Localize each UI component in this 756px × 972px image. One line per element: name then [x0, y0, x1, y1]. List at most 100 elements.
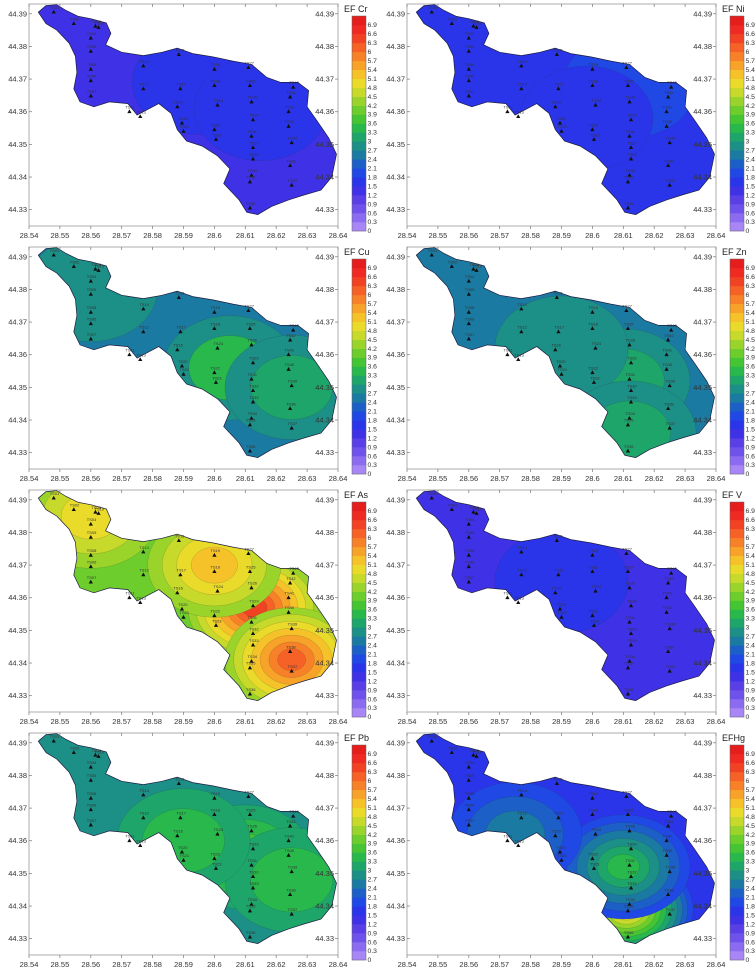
colorbar-tick-label: 6 [368, 535, 372, 542]
station-label: TS14 [139, 59, 149, 64]
station-label: TS01 [50, 734, 60, 739]
colorbar-tick-label: 3.3 [368, 616, 378, 623]
station-label: TS18 [210, 807, 220, 812]
colorbar-segment [730, 456, 744, 466]
contour-band [191, 546, 238, 584]
station-label: TS11 [125, 105, 135, 110]
colorbar-segment [730, 888, 744, 898]
station-label: TS10 [95, 749, 105, 754]
station-label: TS27 [244, 303, 254, 308]
station-marker [212, 326, 217, 331]
station-marker [213, 137, 219, 141]
station-marker [291, 813, 296, 818]
station-marker [466, 93, 471, 98]
x-tick-label: 28.61 [236, 717, 255, 726]
station-label: TS13 [514, 595, 524, 600]
y-tick-label-right: 44.38 [315, 528, 334, 537]
y-tick-label: 44.37 [386, 561, 405, 570]
station-marker [181, 371, 186, 376]
colorbar-tick-label: 0.3 [746, 219, 756, 226]
colorbar-tick-label: 4.8 [746, 571, 756, 578]
colorbar-segment [730, 627, 744, 637]
station-label: TS02 [70, 502, 80, 507]
station-label: TS06 [87, 803, 97, 808]
station-label: TS18 [588, 807, 598, 812]
station-label: TS25 [624, 321, 634, 326]
station-marker [554, 538, 559, 543]
colorbar-tick-label: 6.6 [368, 31, 378, 38]
colorbar-tick-label: 3.6 [368, 121, 378, 128]
station-marker [247, 691, 253, 696]
colorbar-tick-label: 6.3 [746, 40, 756, 47]
lake-outline [415, 247, 715, 458]
colorbar: 0 0.3 0.6 0.9 1.2 1.5 1.8 2.12.4 2.7 3 3.3 3.6 3.9 4.… [729, 258, 756, 478]
colorbar-segment [730, 834, 744, 844]
y-tick-label-right: 44.33 [693, 691, 712, 700]
station-label: TS18 [210, 321, 220, 326]
y-tick-label: 44.34 [386, 902, 405, 911]
colorbar-segment [730, 132, 744, 142]
colorbar-tick-label: 4.2 [746, 589, 756, 596]
station-marker [628, 145, 634, 150]
y-tick-label-right: 44.35 [693, 140, 712, 149]
colorbar-tick-label: 3 [368, 868, 372, 875]
colorbar-tick-label: 2.4 [368, 886, 378, 893]
y-tick-label: 44.39 [386, 9, 405, 18]
station-marker [179, 363, 185, 368]
station-label: TS43 [667, 566, 677, 571]
station-label: TS24 [591, 98, 601, 103]
colorbar-segment [730, 384, 744, 394]
station-marker [250, 399, 256, 404]
map-svg-efcu: TS01 TS02 TS03 TS04 TS05 TS06 TS07 TS08 TS10 TS11… [8, 246, 378, 483]
station-label: TS13 [514, 352, 524, 357]
station-marker [466, 278, 471, 283]
y-tick-label-right: 44.36 [315, 107, 334, 116]
colorbar-segment [730, 150, 744, 160]
station-marker [96, 268, 101, 272]
station-label: TS07 [465, 89, 475, 94]
station-marker [505, 109, 510, 114]
colorbar-segment [352, 591, 366, 601]
lake-outline [37, 490, 337, 701]
station-label: TS38 [286, 644, 296, 649]
y-tick-label: 44.38 [386, 42, 405, 51]
station-label: TS05 [465, 773, 475, 778]
station-label: TS11 [503, 834, 513, 839]
y-tick-label-right: 44.36 [693, 350, 712, 359]
x-tick-label: 28.6 [585, 231, 600, 240]
station-marker [88, 321, 93, 326]
colorbar-segment [352, 438, 366, 448]
station-label: TS07 [465, 575, 475, 580]
colorbar-tick-label: 0.6 [746, 939, 756, 946]
station-marker [519, 792, 524, 797]
station-marker [141, 792, 146, 797]
x-tick-label: 28.63 [298, 960, 317, 969]
station-label: TS41 [285, 591, 295, 596]
station-label: TS08 [87, 305, 97, 310]
station-marker [286, 109, 291, 114]
station-marker [88, 807, 93, 812]
station-label: TS02 [448, 502, 458, 507]
colorbar-segment [730, 285, 744, 296]
station-label: TS18 [210, 78, 220, 83]
colorbar-tick-label: 6.3 [368, 283, 378, 290]
colorbar-segment [352, 42, 366, 53]
station-label: TS02 [70, 16, 80, 21]
station-label: TS01 [428, 491, 438, 496]
station-marker [51, 252, 56, 257]
x-tick-label: 28.64 [707, 474, 726, 483]
x-tick-label: 28.6 [585, 717, 600, 726]
colorbar-tick-label: 2.1 [746, 408, 756, 415]
station-label: TS39 [666, 379, 676, 384]
station-label: TS32 [249, 626, 259, 631]
colorbar-segment [352, 897, 366, 907]
station-marker [466, 534, 471, 539]
station-marker [250, 885, 256, 890]
station-label: TS16 [551, 343, 561, 348]
colorbar-tick-label: 5.4 [746, 310, 756, 317]
colorbar-tick-label: 6 [368, 778, 372, 785]
colorbar-segment [352, 222, 366, 232]
station-marker [669, 84, 674, 89]
colorbar-segment [730, 375, 744, 385]
colorbar-tick-label: 3 [368, 139, 372, 146]
